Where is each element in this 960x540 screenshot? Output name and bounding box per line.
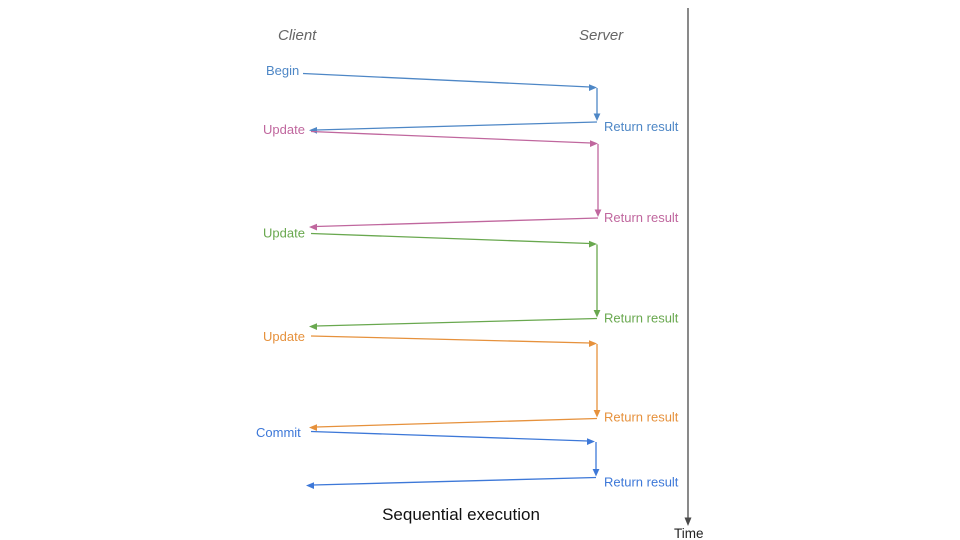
step-commit: Commit Return result: [256, 425, 679, 490]
client-lane-label: Client: [278, 27, 317, 44]
request-arrowhead-icon: [589, 84, 597, 91]
return-arrow: [315, 121, 598, 131]
step-begin: Begin Return result: [266, 63, 679, 134]
return-arrowhead-icon: [309, 323, 317, 330]
return-arrow: [315, 217, 599, 228]
return-result-label: Return result: [604, 410, 679, 425]
return-arrow: [315, 317, 598, 327]
return-arrow: [315, 417, 598, 428]
step-label: Commit: [256, 425, 301, 440]
return-result-label: Return result: [604, 311, 679, 326]
request-arrow: [310, 430, 589, 442]
return-arrowhead-icon: [306, 482, 314, 489]
step-update-3: Update Return result: [263, 329, 679, 431]
processing-arrowhead-icon: [593, 310, 601, 318]
return-arrow: [312, 476, 597, 486]
time-axis-arrowhead-icon: [684, 517, 692, 526]
request-arrowhead-icon: [589, 240, 597, 248]
server-lane-label: Server: [579, 27, 624, 44]
request-arrowhead-icon: [590, 140, 598, 147]
time-axis: Time: [674, 8, 704, 540]
request-arrow: [310, 130, 592, 144]
processing-arrowhead-icon: [593, 113, 601, 121]
step-label: Begin: [266, 63, 299, 78]
return-result-label: Return result: [604, 475, 679, 490]
request-arrow: [310, 232, 591, 245]
return-arrowhead-icon: [309, 424, 317, 431]
return-arrowhead-icon: [309, 127, 317, 134]
step-label: Update: [263, 329, 305, 344]
request-arrow: [310, 335, 591, 344]
processing-arrowhead-icon: [594, 209, 602, 217]
return-result-label: Return result: [604, 210, 679, 225]
processing-arrowhead-icon: [593, 410, 601, 418]
request-arrowhead-icon: [587, 438, 595, 445]
request-arrow: [302, 72, 591, 88]
request-arrowhead-icon: [589, 340, 597, 347]
time-axis-label: Time: [674, 526, 704, 540]
return-arrowhead-icon: [309, 223, 317, 231]
step-update-1: Update Return result: [263, 122, 679, 231]
processing-arrowhead-icon: [592, 469, 600, 477]
step-update-2: Update Return result: [263, 226, 679, 330]
step-label: Update: [263, 122, 305, 137]
diagram-title: Sequential execution: [382, 505, 540, 524]
step-label: Update: [263, 226, 305, 241]
return-result-label: Return result: [604, 119, 679, 134]
